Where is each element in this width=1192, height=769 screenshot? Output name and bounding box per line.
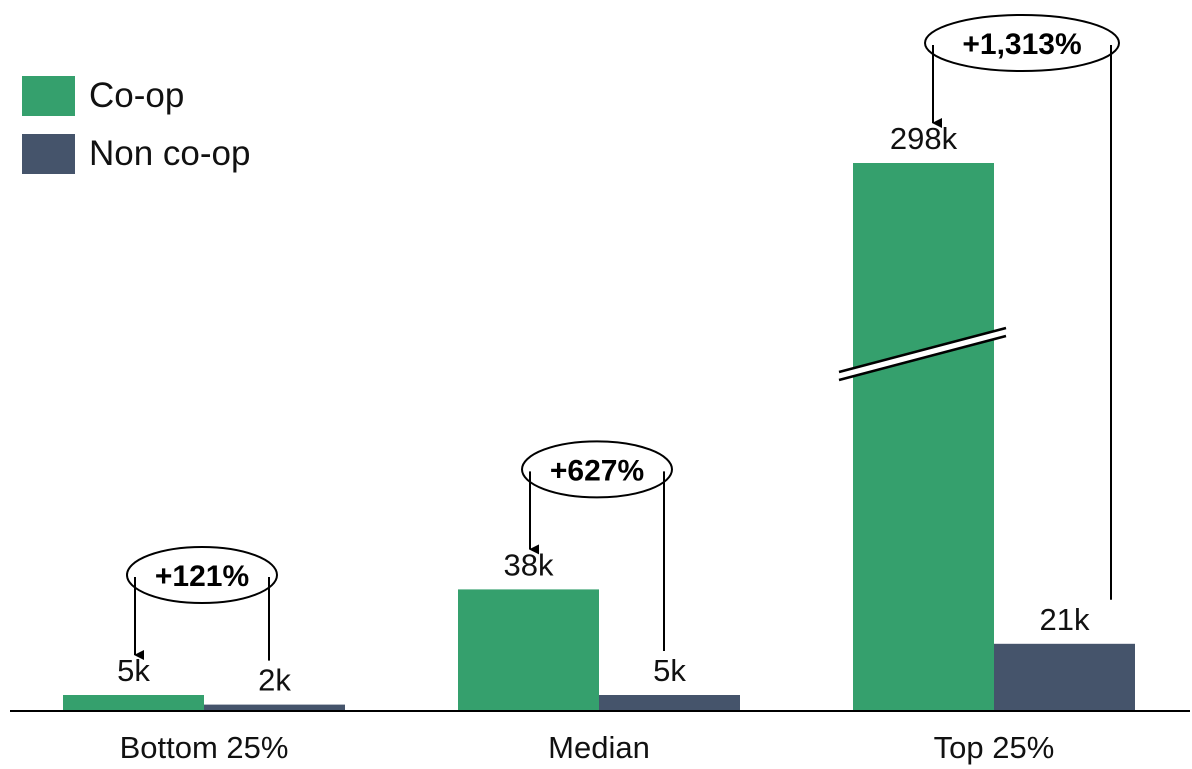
- data-label: 2k: [258, 663, 291, 698]
- bar-coop: [458, 589, 599, 711]
- legend-swatch-coop: [22, 76, 75, 116]
- annotation-label: +627%: [550, 454, 644, 487]
- legend-item-non-coop: Non co-op: [22, 134, 250, 174]
- bar-coop: [853, 163, 994, 711]
- bar-non-coop: [994, 643, 1135, 711]
- annotation-label: +121%: [155, 560, 249, 593]
- annotation-label: +1,313%: [962, 28, 1081, 61]
- axis-break-line: [838, 334, 1007, 382]
- data-label: 5k: [117, 653, 150, 688]
- axis-break-line: [838, 326, 1007, 374]
- legend-label-coop: Co-op: [89, 76, 185, 115]
- axis-break-gap: [839, 328, 1006, 380]
- data-label: 21k: [1040, 602, 1090, 637]
- x-tick-label: Bottom 25%: [120, 730, 289, 765]
- bar-coop: [63, 695, 204, 711]
- legend: Co-op Non co-op: [22, 76, 250, 192]
- annotation-bubble: [521, 440, 673, 499]
- bar-non-coop: [204, 704, 345, 711]
- bar-non-coop: [599, 695, 740, 711]
- legend-swatch-non-coop: [22, 134, 75, 174]
- annotation-bubble: [126, 546, 278, 604]
- legend-label-non-coop: Non co-op: [89, 134, 251, 173]
- x-tick-label: Median: [548, 730, 650, 765]
- legend-item-coop: Co-op: [22, 76, 250, 116]
- data-label: 38k: [504, 547, 554, 582]
- data-label: 298k: [890, 121, 958, 156]
- x-tick-label: Top 25%: [934, 730, 1055, 765]
- annotation-bubble: [924, 14, 1120, 72]
- data-label: 5k: [653, 653, 686, 688]
